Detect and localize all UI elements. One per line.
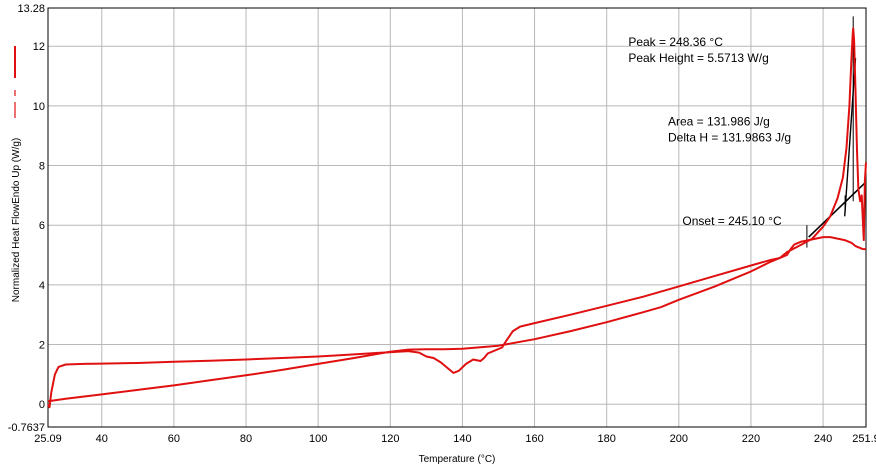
x-tick-label: 80: [240, 433, 252, 445]
y-tick-label: 10: [33, 101, 45, 113]
x-tick-label: 251.9: [852, 433, 876, 445]
heat-flow-curve-1: [47, 236, 866, 409]
annotation-text: Peak = 248.36 °C Peak Height = 5.5713 W/g: [628, 35, 768, 65]
integration-baseline: [808, 181, 867, 238]
x-axis-title: Temperature (°C): [419, 454, 496, 465]
x-tick-label: 180: [598, 433, 616, 445]
x-tick-label: 220: [742, 433, 760, 445]
y-tick-label: 0: [39, 399, 45, 411]
x-tick-label: 160: [525, 433, 543, 445]
x-tick-label: 25.09: [34, 433, 62, 445]
y-tick-label: 6: [39, 220, 45, 232]
x-tick-label: 120: [381, 433, 399, 445]
annotation-text: Onset = 245.10 °C: [682, 214, 782, 228]
x-tick-label: 200: [670, 433, 688, 445]
y-axis-title: Normalized Heat FlowEndo Up (W/g): [11, 138, 22, 303]
x-tick-labels: 25.09 40 60 80 100 120 140 160 180 200 220 240 251.9: [34, 433, 876, 445]
y-tick-label: 4: [39, 280, 45, 292]
annotation-text: Area = 131.986 J/g Delta H = 131.9863 J/g: [668, 114, 791, 144]
y-tick-label: 12: [33, 41, 45, 53]
plot-frame: [47, 7, 867, 428]
y-tick-labels: -0.7637 0 2 4 6 8 10 12 13.28: [8, 3, 45, 434]
series-layer: [47, 16, 867, 409]
x-tick-label: 240: [814, 433, 832, 445]
x-tick-label: 100: [309, 433, 327, 445]
annotations: Peak = 248.36 °C Peak Height = 5.5713 W/g…: [628, 35, 791, 228]
heat-flow-curve-2: [47, 27, 867, 403]
y-tick-label: 2: [39, 340, 45, 352]
y-tick-label: 13.28: [17, 3, 45, 15]
y-tick-label: 8: [39, 161, 45, 173]
x-tick-label: 40: [96, 433, 108, 445]
x-tick-label: 140: [453, 433, 471, 445]
x-tick-label: 60: [168, 433, 180, 445]
y-tick-label: -0.7637: [8, 422, 45, 434]
